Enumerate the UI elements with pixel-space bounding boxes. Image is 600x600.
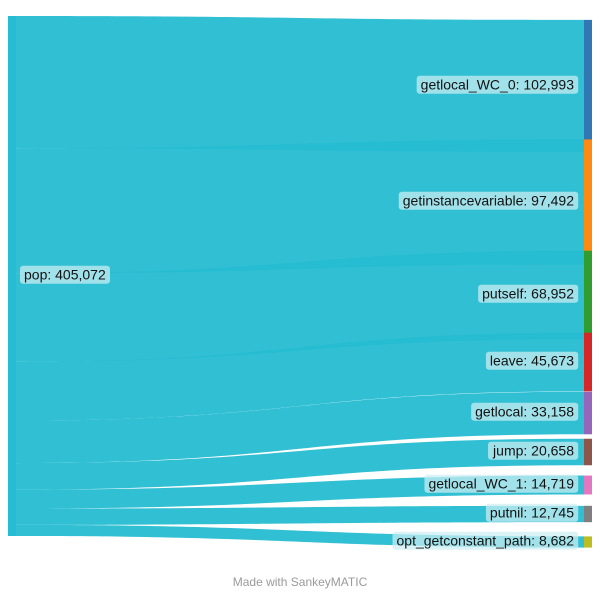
target-node-putnil [584,506,592,522]
target-node-getlocal [584,392,592,435]
label-text-getinstancevariable: getinstancevariable: 97,492 [403,193,574,209]
target-node-putself [584,251,592,340]
label-putself: putself: 68,952 [478,285,578,303]
label-text-getlocal_WC_1: getlocal_WC_1: 14,719 [428,476,574,492]
sankey-diagram: getlocal_WC_0: 102,993 getinstancevariabl… [0,0,600,600]
label-text-putnil: putnil: 12,745 [490,505,574,521]
label-text-opt_getconstant_path: opt_getconstant_path: 8,682 [397,533,575,549]
label-text-putself: putself: 68,952 [482,286,574,302]
label-putnil: putnil: 12,745 [486,504,578,522]
label-text-leave: leave: 45,673 [490,353,574,369]
label-text-getlocal: getlocal: 33,158 [475,404,574,420]
target-node-getinstancevariable [584,139,592,264]
label-leave: leave: 45,673 [486,352,578,370]
target-node-getlocal_WC_0 [584,20,592,152]
source-node [8,16,16,536]
label-getlocal_WC_0: getlocal_WC_0: 102,993 [417,76,579,94]
label-text-jump: jump: 20,658 [492,443,574,459]
target-node-getlocal_WC_1 [584,476,592,495]
label-getlocal_WC_1: getlocal_WC_1: 14,719 [424,475,578,493]
label-jump: jump: 20,658 [488,442,578,460]
label-text-getlocal_WC_0: getlocal_WC_0: 102,993 [421,77,575,93]
label-getinstancevariable: getinstancevariable: 97,492 [399,192,578,210]
label-source: pop: 405,072 [20,266,110,284]
target-node-jump [584,439,592,466]
label-getlocal: getlocal: 33,158 [471,403,578,421]
target-node-leave [584,333,592,392]
attribution-text: Made with SankeyMATIC [233,575,368,589]
target-node-opt_getconstant_path [584,536,592,547]
label-text-source: pop: 405,072 [24,267,106,283]
label-opt_getconstant_path: opt_getconstant_path: 8,682 [393,532,579,550]
